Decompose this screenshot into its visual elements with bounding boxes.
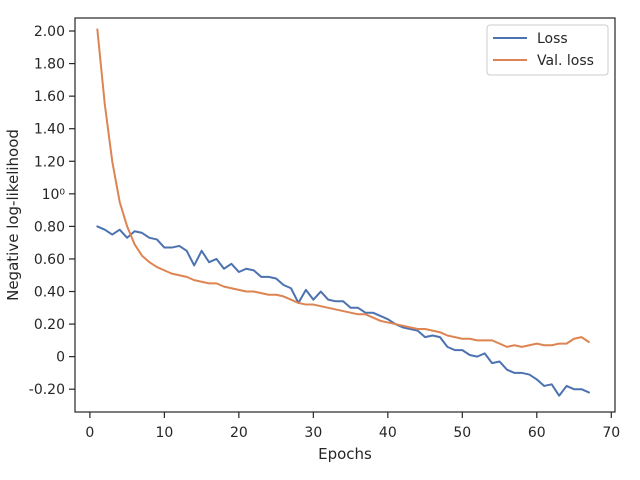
y-tick-label: 1.60 <box>34 89 65 105</box>
plot-frame <box>74 17 616 413</box>
y-tick-label: 0.40 <box>34 285 65 301</box>
x-axis-ticks: 0 10 20 30 40 50 60 70 <box>85 412 620 441</box>
y-tick-label: -0.20 <box>29 382 65 398</box>
x-tick-label: 30 <box>304 425 322 441</box>
y-axis-label: Negative log-likelihood <box>4 129 22 301</box>
x-tick-label: 70 <box>602 425 620 441</box>
legend: Loss Val. loss <box>486 24 609 76</box>
x-tick-label: 50 <box>453 425 471 441</box>
x-tick-label: 0 <box>85 425 94 441</box>
x-tick-label: 60 <box>528 425 546 441</box>
y-tick-label: 1.40 <box>34 122 65 138</box>
y-tick-label: 10⁰ <box>42 187 66 203</box>
y-tick-label: 0.60 <box>34 252 65 268</box>
y-tick-label: 1.80 <box>34 57 65 73</box>
legend-label-loss: Loss <box>537 31 568 47</box>
x-tick-label: 10 <box>155 425 173 441</box>
series-layer <box>96 28 590 397</box>
x-axis-label: Epochs <box>318 445 372 463</box>
y-tick-label: 2.00 <box>34 24 65 40</box>
legend-label-val-loss: Val. loss <box>537 53 594 69</box>
y-tick-label: 1.20 <box>34 154 65 170</box>
y-tick-label: 0 <box>56 350 65 366</box>
x-tick-label: 20 <box>230 425 248 441</box>
y-tick-label: 0.80 <box>34 219 65 235</box>
x-tick-label: 40 <box>379 425 397 441</box>
y-tick-label: 0.20 <box>34 317 65 333</box>
y-axis-ticks: -0.20 0 0.20 0.40 0.60 0.80 10⁰ 1.20 1.40 1.60 1.8… <box>29 24 75 398</box>
series-line-val-loss <box>96 28 590 348</box>
series-line-loss <box>96 225 590 397</box>
